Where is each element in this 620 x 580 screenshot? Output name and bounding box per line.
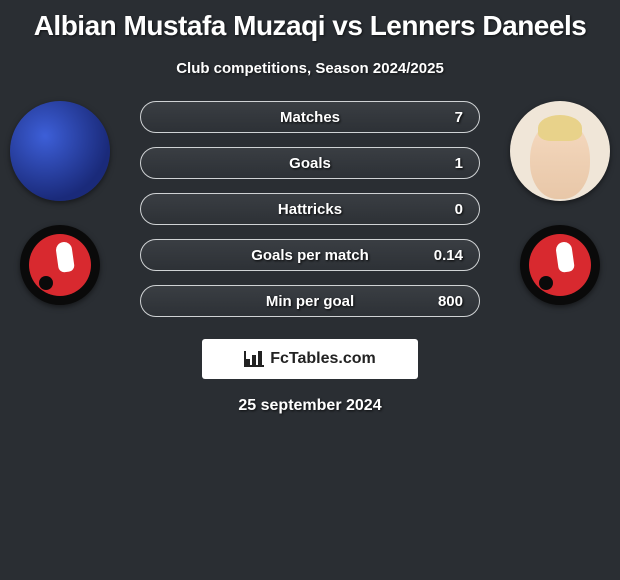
player-right-column [510, 101, 610, 305]
player-left-club-badge [20, 225, 100, 305]
stats-bars: Matches 7 Goals 1 Hattricks 0 Goals per … [140, 101, 480, 317]
subtitle: Club competitions, Season 2024/2025 [0, 60, 620, 77]
stat-bar-goals-per-match: Goals per match 0.14 [140, 239, 480, 271]
stat-value: 0 [455, 201, 463, 218]
player-right-club-badge [520, 225, 600, 305]
comparison-panel: Matches 7 Goals 1 Hattricks 0 Goals per … [0, 101, 620, 317]
stat-value: 0.14 [434, 247, 463, 264]
watermark-badge: FcTables.com [202, 339, 418, 379]
stat-bar-min-per-goal: Min per goal 800 [140, 285, 480, 317]
stat-label: Goals [289, 155, 331, 172]
stat-bar-goals: Goals 1 [140, 147, 480, 179]
stat-bar-matches: Matches 7 [140, 101, 480, 133]
player-left-avatar [10, 101, 110, 201]
watermark-text: FcTables.com [270, 350, 376, 368]
stat-bar-hattricks: Hattricks 0 [140, 193, 480, 225]
stat-label: Goals per match [251, 247, 369, 264]
date-label: 25 september 2024 [0, 397, 620, 415]
stat-label: Matches [280, 109, 340, 126]
stat-value: 7 [455, 109, 463, 126]
page-title: Albian Mustafa Muzaqi vs Lenners Daneels [0, 0, 620, 42]
bar-chart-icon [244, 351, 264, 367]
player-left-column [10, 101, 110, 305]
stat-value: 800 [438, 293, 463, 310]
stat-label: Min per goal [266, 293, 354, 310]
player-right-avatar [510, 101, 610, 201]
stat-value: 1 [455, 155, 463, 172]
stat-label: Hattricks [278, 201, 342, 218]
